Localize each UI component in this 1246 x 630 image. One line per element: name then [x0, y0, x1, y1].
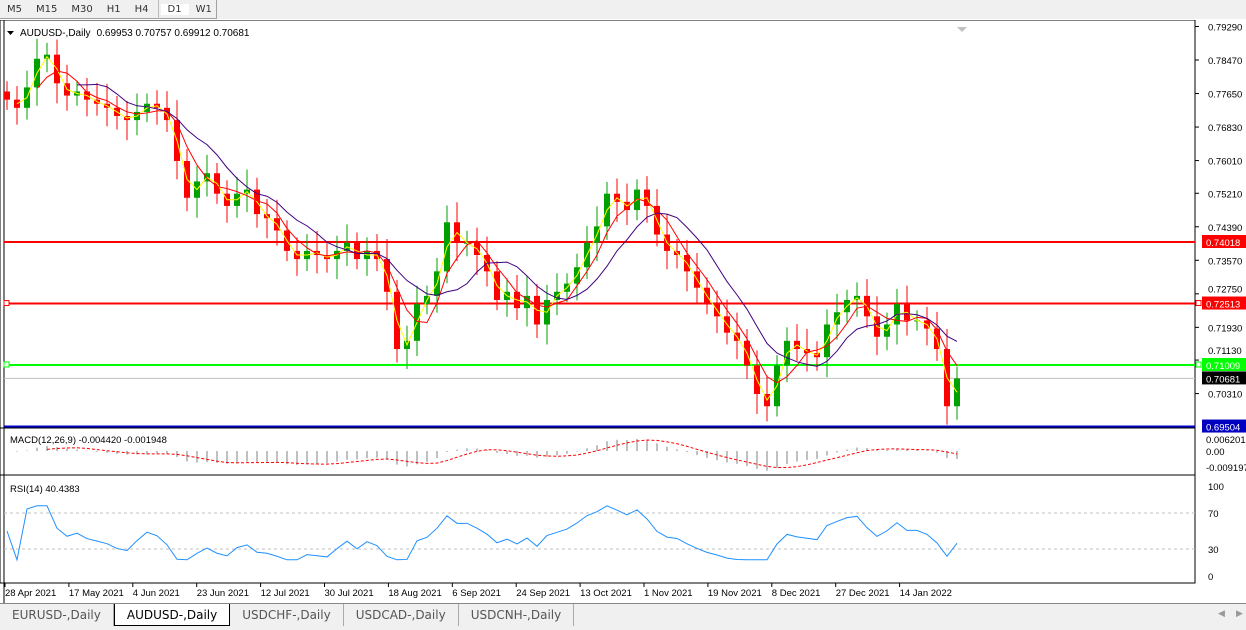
chart-shift-icon	[957, 27, 967, 32]
moving-average-line	[36, 70, 958, 384]
macd-label: MACD(12,26,9) -0.004420 -0.001948	[10, 435, 167, 446]
scroll-left-icon[interactable]: ◀	[1218, 609, 1225, 619]
moving-average-line	[77, 83, 958, 367]
price-tick-label: 0.79290	[1208, 22, 1242, 33]
macd-tick-label: 0.006201	[1206, 435, 1246, 446]
timeframe-h1[interactable]: H1	[106, 3, 121, 15]
price-tick-label: 0.72750	[1208, 285, 1242, 296]
price-label-box	[1202, 235, 1246, 248]
date-tick-label: 12 Jul 2021	[261, 588, 310, 599]
candle-body	[4, 91, 10, 100]
tab-usdcnh[interactable]: USDCNH-,Daily	[459, 604, 575, 626]
toolbar-blank	[216, 0, 1246, 19]
line-handle	[1195, 361, 1202, 368]
price-label: 0.71009	[1206, 361, 1240, 372]
plot-frame	[0, 20, 1196, 584]
date-tick-label: 24 Sep 2021	[516, 588, 570, 599]
price-tick-label: 0.77650	[1208, 90, 1242, 101]
chart-tabs: EURUSD-,Daily AUDUSD-,Daily USDCHF-,Daily U…	[0, 603, 1246, 630]
date-tick-label: 17 May 2021	[69, 588, 124, 599]
ohlc-values: 0.69953 0.70757 0.69912 0.70681	[97, 28, 250, 39]
symbol-name: AUDUSD-,Daily	[20, 28, 91, 39]
timeframe-m15[interactable]: M15	[36, 3, 58, 15]
date-tick-label: 13 Oct 2021	[580, 588, 632, 599]
timeframe-toolbar: M5M15M30H1H4D1W1MN	[0, 0, 242, 19]
price-tick-label: 0.73570	[1208, 256, 1242, 267]
date-tick-label: 8 Dec 2021	[772, 588, 821, 599]
collapse-triangle-icon	[7, 31, 14, 35]
price-tick-label: 0.75210	[1208, 189, 1242, 200]
divider	[157, 0, 159, 19]
rsi-label: RSI(14) 40.4383	[10, 484, 80, 495]
tab-eurusd[interactable]: EURUSD-,Daily	[0, 604, 114, 626]
price-label-box	[1202, 419, 1246, 433]
timeframe-m5[interactable]: M5	[7, 3, 22, 15]
date-tick-label: 28 Apr 2021	[5, 588, 56, 599]
date-tick-label: 4 Jun 2021	[133, 588, 180, 599]
price-tick-label: 0.71930	[1208, 323, 1242, 334]
date-tick-label: 1 Nov 2021	[644, 588, 693, 599]
line-handle	[3, 300, 10, 307]
price-tick-label: 0.78470	[1208, 56, 1242, 67]
price-label-box	[1202, 296, 1246, 310]
rsi-line	[6, 505, 958, 562]
price-tick-label: 0.76010	[1208, 157, 1242, 168]
price-label-box	[1202, 371, 1246, 385]
macd-tick-label: -0.009197	[1206, 463, 1246, 474]
macd-signal-line	[46, 439, 958, 469]
macd-tick-label: 0.00	[1206, 447, 1225, 458]
date-tick-label: 23 Jun 2021	[197, 588, 249, 599]
rsi-tick-label: 70	[1208, 509, 1219, 520]
date-tick-label: 18 Aug 2021	[388, 588, 441, 599]
tab-audusd[interactable]: AUDUSD-,Daily	[113, 604, 231, 626]
symbol-header: AUDUSD-,Daily 0.69953 0.70757 0.69912 0.7…	[20, 28, 250, 39]
tab-usdchf[interactable]: USDCHF-,Daily	[230, 604, 344, 626]
price-tick-label: 0.71130	[1208, 346, 1242, 357]
rsi-tick-label: 100	[1208, 482, 1224, 493]
price-label-box	[1202, 358, 1246, 372]
timeframe-w1[interactable]: W1	[195, 3, 212, 15]
timeframe-h4[interactable]: H4	[134, 3, 149, 15]
price-tick-label: 0.76830	[1208, 123, 1242, 134]
line-handle	[3, 361, 10, 368]
date-tick-label: 19 Nov 2021	[708, 588, 762, 599]
rsi-tick-label: 30	[1208, 545, 1219, 556]
price-label: 0.74018	[1206, 238, 1240, 249]
tab-usdcad[interactable]: USDCAD-,Daily	[344, 604, 459, 626]
price-label: 0.70681	[1206, 374, 1240, 385]
price-label: 0.72513	[1206, 300, 1240, 311]
rsi-tick-label: 0	[1208, 572, 1213, 583]
scroll-right-icon[interactable]: ▶	[1236, 609, 1243, 619]
timeframe-m30[interactable]: M30	[71, 3, 93, 15]
price-chart[interactable]: AUDUSD-,Daily 0.69953 0.70757 0.69912 0.7…	[0, 20, 1246, 603]
price-tick-label: 0.70310	[1208, 390, 1242, 401]
timeframe-d1[interactable]: D1	[160, 3, 189, 15]
price-label: 0.69504	[1206, 423, 1240, 434]
date-tick-label: 6 Sep 2021	[452, 588, 501, 599]
line-handle	[1195, 300, 1202, 307]
date-tick-label: 14 Jan 2022	[900, 588, 952, 599]
date-tick-label: 27 Dec 2021	[836, 588, 890, 599]
price-tick-label: 0.74390	[1208, 223, 1242, 234]
date-tick-label: 30 Jul 2021	[325, 588, 374, 599]
